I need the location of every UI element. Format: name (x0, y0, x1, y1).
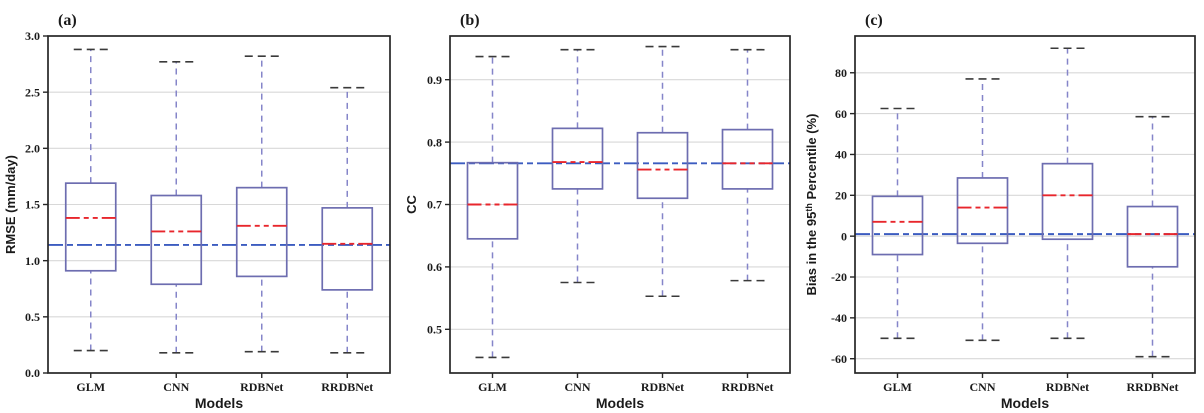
box-GLM (64, 182, 117, 272)
panel-label: (c) (865, 12, 883, 29)
x-tick-label-GLM: GLM (883, 380, 912, 394)
y-tick-label: 60 (835, 107, 847, 121)
y-tick-label: 0.7 (427, 198, 442, 212)
y-tick-label: 1.0 (25, 254, 40, 268)
x-tick-label-RDBNet: RDBNet (1046, 380, 1089, 394)
y-tick-label: 0.5 (25, 310, 40, 324)
y-axis-label: Bias in the 95th Percentile (%) (804, 114, 819, 296)
box-RRDBNet (1126, 205, 1179, 268)
y-tick-label: 0.6 (427, 260, 442, 274)
boxplot-panel-svg: -60 -40 -20 0 20 40 60 80 GLM CNN RDBNet RRDBNet Mod… (804, 12, 1196, 411)
x-tick-label-RRDBNet: RRDBNet (722, 380, 774, 394)
y-tick-label: 3.0 (25, 29, 40, 43)
box-GLM (871, 195, 924, 256)
x-tick-label-GLM: GLM (76, 380, 105, 394)
box-GLM (466, 161, 519, 240)
x-axis-label: Models (596, 395, 644, 411)
y-tick-label: -40 (831, 311, 847, 325)
y-tick-label: 40 (835, 148, 847, 162)
y-tick-label: -20 (831, 270, 847, 284)
panel-label: (a) (58, 12, 77, 29)
y-axis-label: CC (404, 195, 419, 214)
panel-a: 0.0 0.5 1.0 1.5 2.0 2.5 3.0 GLM CNN RDBNet RRDBNet… (0, 0, 401, 413)
x-tick-label-CNN: CNN (565, 380, 591, 394)
box-CNN (551, 127, 604, 190)
box-RDBNet (1041, 162, 1094, 241)
plot-border (854, 35, 1196, 374)
y-tick-label: 2.0 (25, 142, 40, 156)
box-RRDBNet (721, 128, 774, 190)
y-tick-label: -60 (831, 352, 847, 366)
x-tick-label-GLM: GLM (478, 380, 507, 394)
x-tick-label-RRDBNet: RRDBNet (321, 380, 373, 394)
y-tick-label: 0.8 (427, 135, 442, 149)
x-tick-label-RDBNet: RDBNet (641, 380, 684, 394)
y-tick-label: 20 (835, 189, 847, 203)
y-tick-label: 2.5 (25, 85, 40, 99)
x-axis-label: Models (195, 395, 243, 411)
box-CNN (150, 194, 203, 286)
panel-b: 0.5 0.6 0.7 0.8 0.9 GLM CNN RDBNet RRDBNet Models… (401, 0, 802, 413)
y-tick-label: 0.5 (427, 323, 442, 337)
panel-label: (b) (460, 12, 480, 29)
x-axis-label: Models (1001, 395, 1049, 411)
boxplot-panel-svg: 0.5 0.6 0.7 0.8 0.9 GLM CNN RDBNet RRDBNet Models… (404, 12, 791, 411)
box-CNN (956, 177, 1009, 245)
y-tick-label: 0.9 (427, 73, 442, 87)
box-RDBNet (235, 186, 288, 278)
y-tick-label: 80 (835, 66, 847, 80)
y-tick-label: 1.5 (25, 198, 40, 212)
box-RDBNet (636, 131, 689, 200)
panel-c: -60 -40 -20 0 20 40 60 80 GLM CNN RDBNet RRDBNet Mod… (802, 0, 1204, 413)
x-tick-label-RDBNet: RDBNet (240, 380, 283, 394)
x-tick-label-CNN: CNN (163, 380, 189, 394)
y-axis-label: RMSE (mm/day) (3, 155, 18, 254)
y-tick-label: 0 (841, 229, 847, 243)
x-tick-label-CNN: CNN (970, 380, 996, 394)
y-tick-label: 0.0 (25, 366, 40, 380)
box-RRDBNet (321, 207, 374, 291)
boxplot-panel-svg: 0.0 0.5 1.0 1.5 2.0 2.5 3.0 GLM CNN RDBNet RRDBNet… (3, 12, 391, 411)
x-tick-label-RRDBNet: RRDBNet (1127, 380, 1179, 394)
